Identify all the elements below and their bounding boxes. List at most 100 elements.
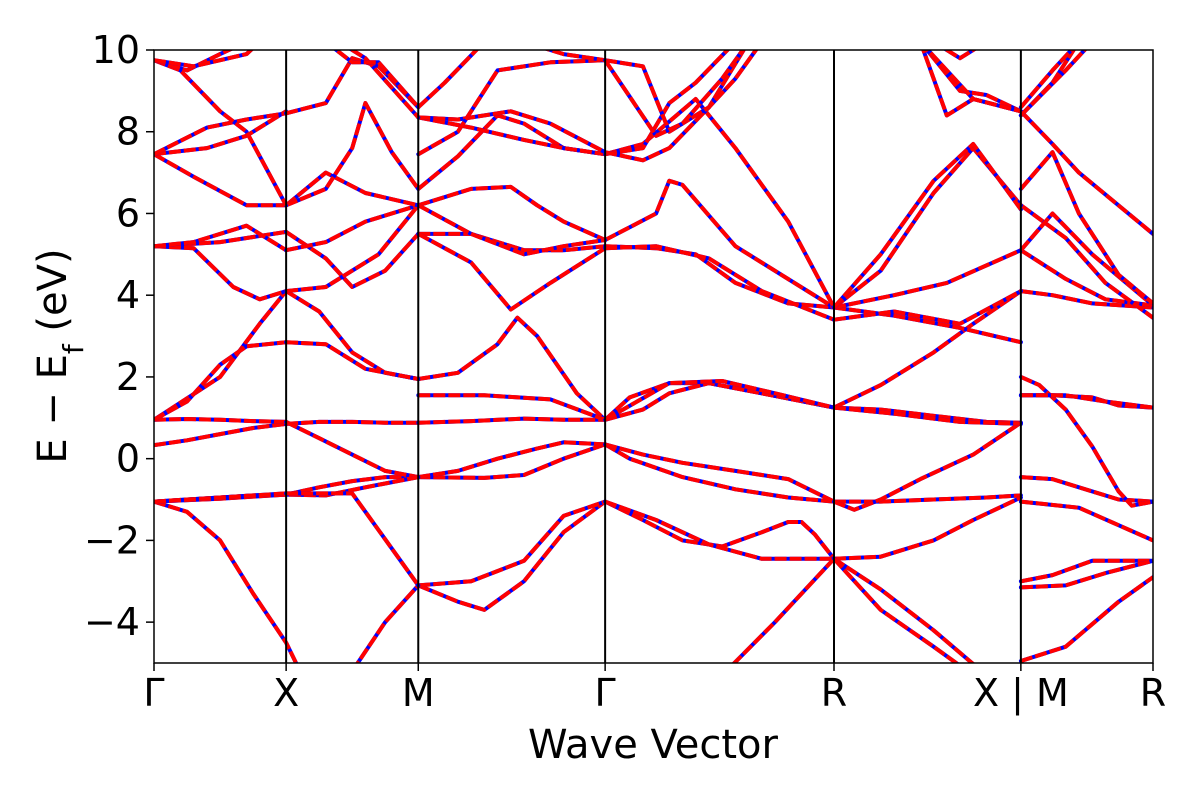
band-5-seg-0-dashed (154, 491, 287, 504)
band-5-seg-1-dashed (286, 491, 420, 587)
band-6-seg-2-dashed (417, 315, 607, 422)
band-6-seg-4-dashed (833, 289, 1023, 410)
y-tick-label: 6 (116, 191, 140, 235)
band-9-seg-3-dashed (605, 244, 835, 322)
y-tick-label: 4 (116, 273, 140, 317)
band-15-seg-4-dashed (925, 50, 1022, 114)
band-3-seg-0-dashed (154, 499, 299, 663)
band-12-seg-2-dashed (417, 113, 606, 191)
y-tick-label: 0 (116, 437, 140, 481)
band-15-seg-3-dashed (604, 50, 759, 134)
y-axis-label-subscript: f (57, 343, 90, 354)
bands-layer (154, 50, 1153, 663)
band-9-seg-1-dashed (285, 204, 420, 294)
band-4-seg-4-dashed (1020, 558, 1153, 590)
band-4-seg-1-solid (416, 499, 608, 588)
band-2-seg-5-dashed (1020, 375, 1153, 508)
band-14-seg-0-solid (154, 58, 289, 208)
band-7-seg-4-dashed (833, 405, 1021, 426)
band-3-seg-2-solid (416, 499, 608, 612)
band-2-seg-2-solid (416, 440, 608, 480)
band-10-seg-2-dashed (417, 184, 606, 242)
band-0-seg-4-dashed (834, 493, 1022, 504)
band-15-seg-5-dashed (1019, 50, 1088, 117)
band-11-seg-1-dashed (284, 170, 419, 208)
band-14-seg-4-dashed (1019, 50, 1075, 109)
x-tick-label: M (402, 671, 435, 715)
band-2-seg-2-dashed (417, 440, 606, 480)
band-9-seg-1-solid (284, 203, 421, 294)
band-6-seg-2-solid (416, 315, 608, 422)
x-tick-label: X (273, 671, 299, 715)
band-16-seg-4-dashed (603, 50, 746, 138)
band-0-seg-1-dashed (285, 475, 419, 497)
x-tick-label: Γ (595, 671, 616, 715)
band-16-seg-3-dashed (543, 50, 606, 63)
band-10-seg-1-dashed (285, 203, 419, 253)
band-4-seg-1-dashed (418, 499, 606, 588)
band-3-seg-2-dashed (417, 499, 607, 612)
band-16-seg-2-dashed (416, 50, 480, 109)
band-7-seg-0-dashed (154, 340, 287, 422)
band-14-seg-4-solid (1018, 50, 1075, 110)
band-16-seg-5-dashed (943, 50, 977, 61)
band-9-seg-0-dashed (154, 244, 287, 302)
band-11-seg-3-dashed (832, 146, 1023, 310)
high-symmetry-lines (285, 50, 1022, 663)
band-11-seg-4-dashed (1019, 150, 1153, 305)
band-13-seg-2-dashed (417, 115, 606, 157)
band-0-seg-3-dashed (604, 442, 835, 504)
band-4-seg-2-dashed (604, 499, 834, 561)
band-14-seg-2-dashed (604, 50, 746, 163)
y-tick-label: 10 (92, 28, 140, 72)
band-6-seg-3-dashed (604, 381, 835, 422)
band-7-seg-3-dashed (604, 379, 835, 422)
band-13-seg-3-dashed (604, 50, 731, 157)
band-10-seg-3-dashed (604, 178, 836, 310)
band-14-seg-1-solid (416, 109, 608, 155)
band-4-seg-3-dashed (832, 557, 976, 663)
band-8-seg-5-solid (1018, 248, 1153, 308)
band-4-seg-3-solid (832, 556, 976, 663)
band-8-seg-3-dashed (605, 244, 835, 310)
band-12-seg-2-solid (416, 113, 608, 191)
band-0-seg-2-dashed (418, 442, 606, 480)
band-5-seg-4-dashed (1020, 499, 1153, 543)
x-axis-label: Wave Vector (528, 722, 779, 768)
band-12-seg-4-dashed (832, 142, 1023, 309)
band-8-seg-1-dashed (284, 230, 420, 289)
x-tick-label: R (1140, 671, 1166, 715)
band-11-seg-2-dashed (417, 203, 606, 257)
y-tick-label: −2 (84, 518, 140, 562)
band-14-seg-0-dashed (154, 58, 288, 207)
band-6-seg-0-dashed (154, 289, 288, 422)
band-14-seg-3-dashed (924, 50, 1022, 114)
band-11-seg-0-dashed (154, 152, 287, 208)
band-9-seg-4-dashed (833, 289, 1022, 326)
x-tick-label: Γ (143, 671, 164, 715)
band-8-seg-2-dashed (418, 231, 606, 253)
band-8-seg-4-dashed (833, 305, 1022, 345)
band-13-seg-0-solid (154, 111, 289, 157)
band-6-seg-0-solid (154, 289, 289, 422)
band-3-seg-0-solid (154, 499, 299, 663)
band-3-seg-5-dashed (1020, 558, 1153, 584)
band-2-seg-4-dashed (833, 421, 1023, 512)
band-2-seg-0-dashed (154, 417, 287, 424)
plot-frame (153, 49, 1154, 664)
band-7-seg-5-dashed (1020, 393, 1153, 410)
band-15-seg-1-dashed (348, 50, 420, 119)
band-10-seg-4-dashed (833, 248, 1022, 310)
band-9-seg-5-dashed (1019, 203, 1153, 320)
band-2-seg-3-dashed (604, 442, 835, 504)
band-1-seg-2-dashed (418, 416, 606, 425)
band-3-seg-3-solid (603, 499, 836, 561)
band-4-seg-2-solid (603, 499, 836, 561)
band-1-seg-0-dashed (154, 421, 287, 448)
band-10-seg-0-dashed (154, 223, 288, 252)
band-10-seg-4-solid (832, 248, 1023, 310)
band-8-seg-5-dashed (1019, 248, 1153, 308)
y-tick-label: 2 (116, 355, 140, 399)
y-ticks: −4 −2 0 2 4 6 8 10 (84, 28, 154, 644)
